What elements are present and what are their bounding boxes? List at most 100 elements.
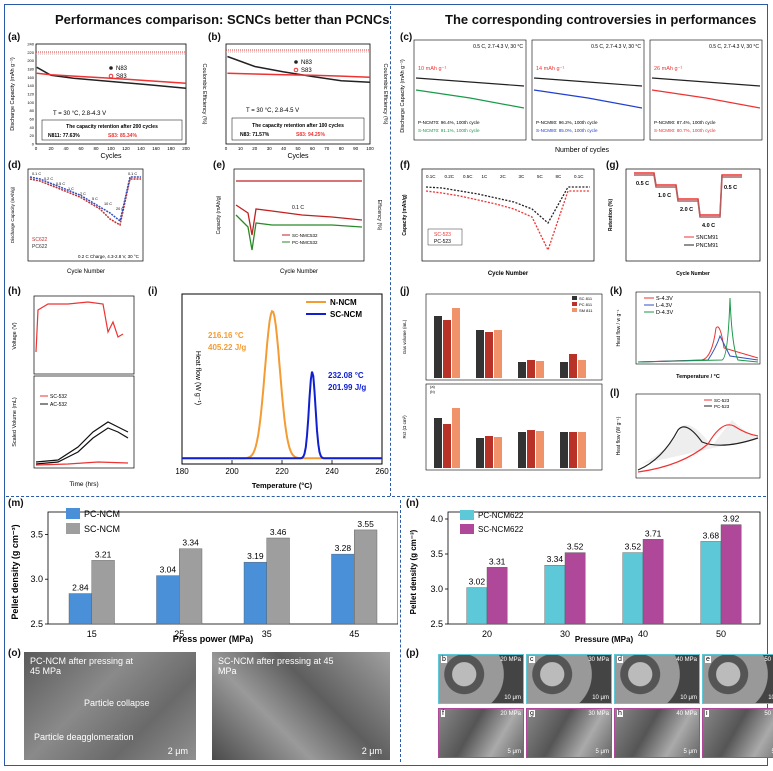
legend-pc-j: PC 811 [579,302,593,307]
rate-label-g: 2.0 C [680,207,693,213]
peak-n-temp-i: 216.16 °C [208,331,244,340]
bar-n-PC-NCM622 [622,552,644,625]
bar-m-PC-NCM [331,553,355,625]
rate-label-f: 3C [519,174,526,179]
panel-label-c: (c) [400,32,413,43]
scale-bar-left: 2 μm [167,746,188,756]
xtick-label-a: 0 [35,146,38,151]
chart-h: SC-532 AC-532 Time (hrs) Voltage (V) Sca… [12,295,135,488]
legend-swatch-pc-j [572,302,577,306]
note-particle-collapse: Particle collapse [84,698,150,708]
bar-j-bottom [560,432,568,468]
caption-sc-ncm: SC-NCM after pressing at 45 MPa [218,656,334,676]
ylabel-j-bottom: Rct (Ω cm²) [402,415,407,439]
bar-j-bottom [536,431,544,468]
plot-frame-j-bottom [425,383,603,471]
series-line-pncm91-g [634,174,742,218]
xtick-label-b: 90 [353,146,359,151]
data-label-m: 3.19 [247,551,264,561]
series-line-sc-l [637,424,759,473]
data-label-n: 3.52 [625,542,642,552]
sem-tile-g: g 30 MPa 5 μm [526,708,612,758]
legend-pc-f: PC-523 [434,239,451,245]
plot-frame-f [421,168,595,262]
xlabel-h: Time (hrs) [69,481,98,488]
bar-j-bottom [434,418,442,468]
tile-pressure: 40 MPa [676,711,697,717]
ylabel-e: Capacity (mAh/g) [216,195,222,234]
panel-label-o: (o) [8,648,21,659]
xtick-label-b: 100 [366,146,374,151]
bar-n-PC-NCM622 [700,541,722,625]
data-label-m: 3.34 [182,538,199,548]
legend-ac-h: AC-532 [50,402,67,408]
legend-s-c-2: S-NCM90: 80.7%, 100th cycle [654,128,716,133]
legend-swatch-sc-m [66,523,80,534]
legend-pc-l: PC-523 [714,404,730,409]
legend-sc-ncm-i: SC-NCM [330,310,362,319]
chart-f: 0.1C 0.2C 0.5C 1C 2C 3C 5C 8C 0.1C SC-523 PC-523… [402,168,595,277]
scale-bar-right: 2 μm [361,746,382,756]
bar-j-top [578,360,586,378]
data-label-m: 2.84 [72,583,89,593]
rate-label-f: 0.1C [574,174,584,179]
rate-label-d: 0.1 C [128,172,137,176]
right-header: The corresponding controversies in perfo… [445,12,757,27]
legend-sc-j: SC 811 [579,296,593,301]
xtick-label-a: 200 [182,146,190,151]
bar-j-top [560,362,568,378]
ylabel-h-top: Voltage (V) [12,322,18,349]
data-label-n: 3.34 [547,554,564,564]
ytick-label-a: 100 [27,100,34,105]
panel-label-g: (g) [606,160,619,171]
legend-swatch-pc-n [460,510,474,520]
bar-j-bottom [443,424,451,468]
xtick-label-b: 0 [225,146,228,151]
series-line-s83-a [36,72,187,84]
data-label-n: 3.68 [703,530,720,540]
y2label-a: Coulombic Efficiency (%) [201,63,207,124]
chart-d: 0.1 C0.2 C0.5 C1 C2 C5 C10 C20 C0.1 C SC… [10,168,144,275]
sem-tile-e: e 50 MPa 10 μm [702,654,773,704]
legend-sm-j: SM 811 [579,308,593,313]
ylabel-m: Pellet density (g cm⁻³) [10,524,20,619]
ylabel-a: Discharge Capacity (mAh g⁻¹) [10,57,16,131]
ylabel-g: Retention (%) [608,199,614,232]
tile-tag: h [617,710,623,717]
panel-label-b: (b) [208,32,221,43]
sem-image-pc-ncm: PC-NCM after pressing at 45 MPa Particle… [24,652,196,760]
gap-c-1: 14 mAh g⁻¹ [536,66,564,72]
ytick-label-a: 40 [30,125,35,130]
condition-c-2: 0.5 C, 2.7-4.3 V, 30 °C [709,44,759,50]
ytick-label-n: 3.0 [430,584,443,594]
chart-k: S-4.3V L-4.3V D-4.3V Temperature / °C He… [616,291,761,380]
xtick-label-a: 140 [137,146,145,151]
ytick-label-m: 3.0 [30,574,43,584]
bar-j-top [518,362,526,378]
bar-j-bottom [452,408,460,468]
xtick-label-a: 60 [78,146,84,151]
chart-i: 180 200 220 240 260 N-NCM SC-NCM 216.16 °C 4… [175,293,389,490]
voltage-line-h [35,301,124,353]
xtick-label-i: 240 [325,467,339,476]
ylabel-n: Pellet density (g cm⁻³) [409,529,418,614]
ytick-label-m: 2.5 [30,619,43,629]
data-label-n: 3.31 [489,556,506,566]
rate-label-d: 20 C [116,207,124,211]
xtick-label-i: 220 [275,467,289,476]
gap-c-2: 26 mAh g⁻¹ [654,66,682,72]
tile-pressure: 30 MPa [588,711,609,717]
ylabel-c: Discharge Capacity (mAh g⁻¹) [400,59,406,133]
panel-label-a: (a) [8,32,21,43]
xlabel-i: Temperature (°C) [252,481,313,490]
tile-pressure: 50 MPa [764,657,773,663]
xlabel-m: Press power (MPa) [173,634,254,644]
plot-frame-c-0 [413,39,527,141]
ytick-label-a: 0 [32,142,35,147]
legend-sc-m: SC-NCM [84,524,120,534]
xlabel-b: Cycles [287,153,309,160]
xtick-label-a: 80 [93,146,99,151]
ytick-label-a: 80 [30,108,35,113]
ytick-label-n: 4.0 [430,514,443,524]
retention-box-a [41,119,183,141]
